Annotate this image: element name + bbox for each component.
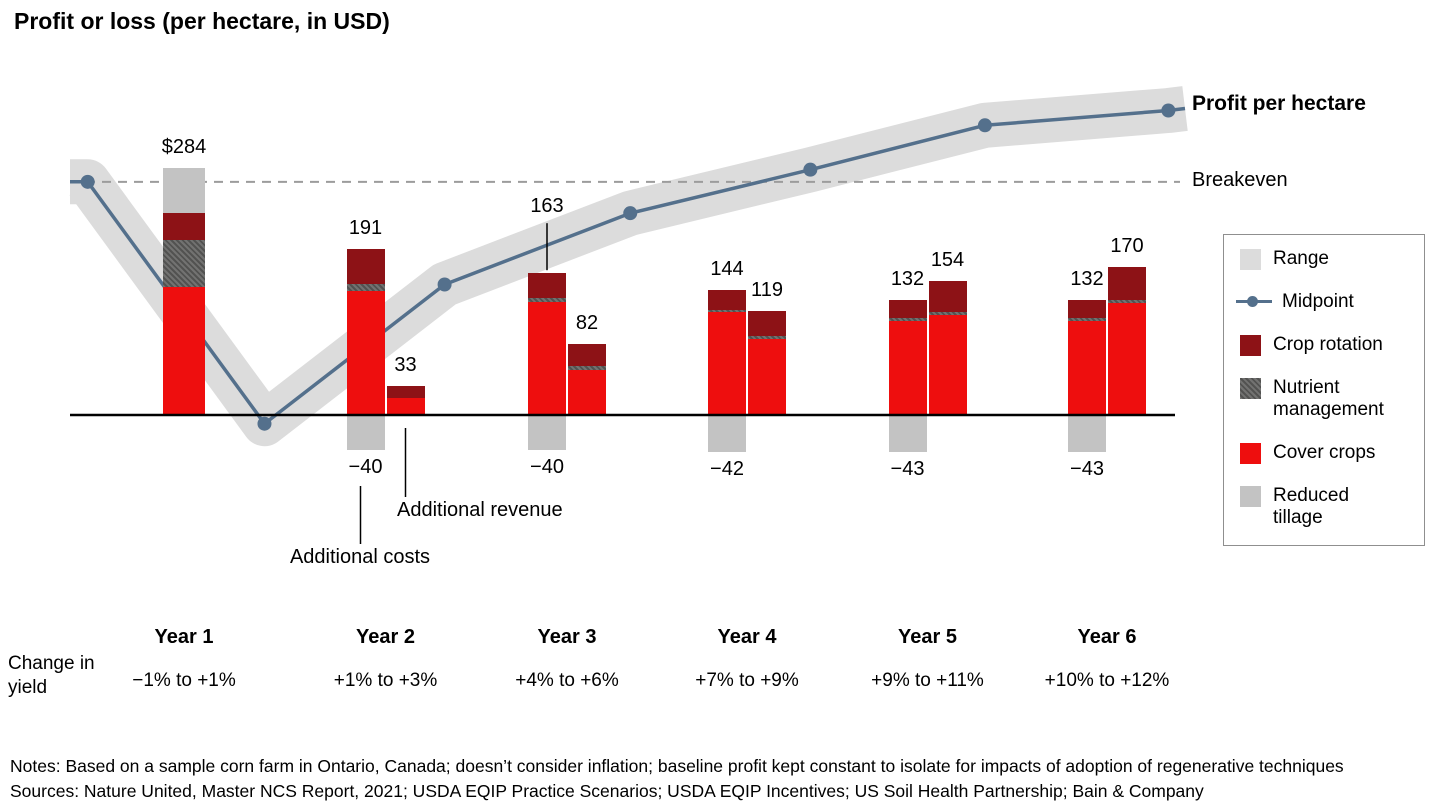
bar-segment-nutrient-management [568,366,606,370]
legend-label-midpoint: Midpoint [1282,291,1354,312]
notes: Notes: Based on a sample corn farm in On… [10,756,1344,776]
bar-segment-cover-crops [888,321,927,415]
bar-segment-crop-rotation [1108,267,1146,301]
additional-costs-callout: Additional costs [289,546,431,568]
bar-segment-reduced-tillage-saving [708,415,746,452]
legend-item-crop-rotation: Crop rotation [1240,334,1414,356]
bar-segment-nutrient-management [1068,318,1106,322]
bar-segment-reduced-tillage-saving [346,415,385,450]
midpoint-dot [1161,103,1176,118]
bar-segment-crop-rotation [163,213,205,241]
bar-segment-cover-crops [748,339,786,415]
nutrient-management-swatch-icon [1240,378,1261,399]
midpoint-dot [623,206,638,221]
bar-segment-cover-crops [386,397,425,415]
bar-segment-crop-rotation [928,281,967,313]
bar-segment-nutrient-management [928,312,967,315]
bar-segment-cover-crops [708,312,746,415]
legend-item-nutrient-management: Nutrient management [1240,377,1414,421]
bar-segment-nutrient-management [888,318,927,322]
bar-segment-nutrient-management [346,283,385,292]
profit-line-label: Profit per hectare [1192,92,1366,115]
bar-segment-cover-crops [163,287,205,415]
bar-segment-crop-rotation [888,300,927,319]
legend-item-range: Range [1240,248,1414,270]
change-in-yield-label: Change in yield [8,653,95,698]
midpoint-line-icon [1236,291,1272,312]
bar-segment-nutrient-management [748,335,786,340]
midpoint-dot [977,118,992,133]
bar-segment-reduced-tillage [163,167,205,214]
bar-segment-cover-crops [1108,302,1146,415]
bar-segment-crop-rotation [708,289,746,310]
bar-segment-cover-crops [346,291,385,415]
bar-segment-crop-rotation [748,311,786,336]
bar-segment-nutrient-management [1108,300,1146,303]
midpoint-dot [257,416,272,431]
bar-segment-nutrient-management [708,309,746,313]
range-swatch-icon [1240,249,1261,270]
legend-label-range: Range [1273,248,1329,269]
bar-segment-cover-crops [1068,321,1106,415]
sources: Sources: Nature United, Master NCS Repor… [10,781,1204,801]
breakeven-label: Breakeven [1192,169,1288,191]
legend-label-nutrient-management: Nutrient management [1273,377,1384,420]
legend-item-cover-crops: Cover crops [1240,442,1414,464]
legend-label-reduced-tillage: Reduced tillage [1273,485,1350,528]
bar-segment-crop-rotation [346,248,385,284]
legend-label-cover-crops: Cover crops [1273,442,1376,463]
bar-segment-reduced-tillage-saving [1068,415,1106,453]
crop-rotation-swatch-icon [1240,335,1261,356]
additional-revenue-callout: Additional revenue [397,499,563,521]
legend-item-reduced-tillage: Reduced tillage [1240,485,1414,529]
bar-segment-nutrient-management [163,240,205,288]
bar-segment-crop-rotation [1068,300,1106,319]
bar-segment-crop-rotation [568,343,606,367]
chart-title: Profit or loss (per hectare, in USD) [14,8,390,34]
bar-segment-cover-crops [928,314,967,415]
midpoint-dot [803,162,818,177]
bar-segment-cover-crops [568,369,606,415]
bar-segment-crop-rotation [528,273,566,299]
bar-segment-reduced-tillage-saving [888,415,927,453]
midpoint-dot [80,174,95,189]
midpoint-dot [437,277,452,292]
cover-crops-swatch-icon [1240,443,1261,464]
bar-segment-nutrient-management [528,298,566,302]
legend-label-crop-rotation: Crop rotation [1273,334,1383,355]
reduced-tillage-swatch-icon [1240,486,1261,507]
bar-segment-crop-rotation [386,386,425,398]
legend: Range Midpoint Crop rotation Nutrient ma… [1223,234,1425,546]
bar-segment-reduced-tillage-saving [528,415,566,450]
legend-item-midpoint: Midpoint [1236,291,1414,313]
bar-segment-cover-crops [528,301,566,415]
